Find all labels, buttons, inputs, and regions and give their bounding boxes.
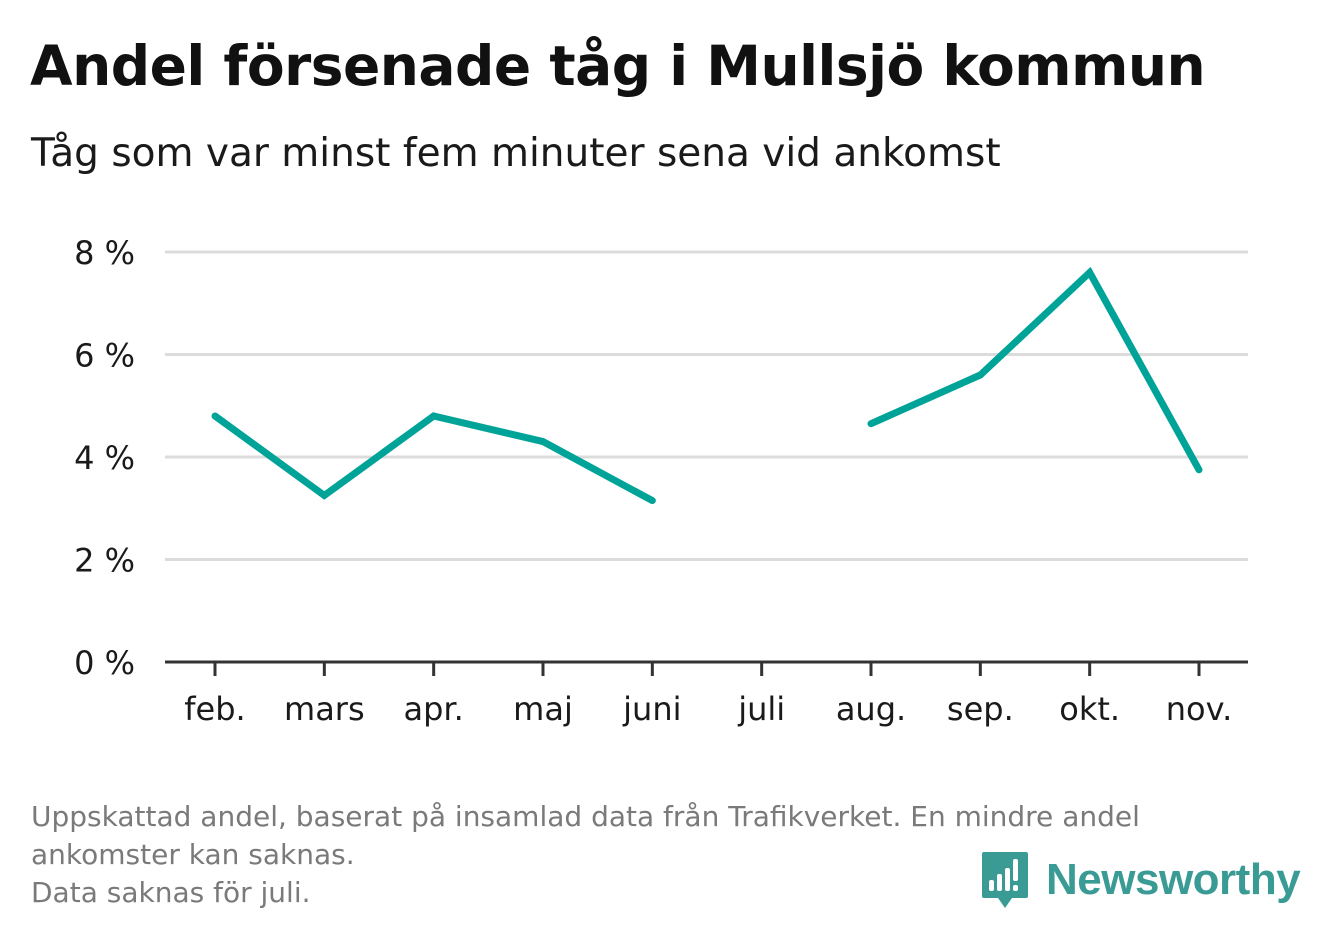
x-axis-labels: feb. mars apr. maj juni juli aug. sep. okt. nov. xyxy=(184,690,1232,728)
x-tick-label: juni xyxy=(622,690,681,728)
x-tick-label: aug. xyxy=(836,690,906,728)
footnote-line: ankomster kan saknas. xyxy=(31,838,355,871)
series-lines xyxy=(211,266,1203,505)
y-tick-label: 4 % xyxy=(74,439,135,477)
data-point xyxy=(320,491,328,499)
x-tick-label: apr. xyxy=(404,690,464,728)
data-point xyxy=(1086,269,1094,276)
line-chart: 0 % 2 % 4 % 6 % 8 % feb. mars apr. maj juni juli a… xyxy=(74,234,1248,728)
x-tick-label: sep. xyxy=(947,690,1014,728)
data-point xyxy=(976,371,984,379)
x-tick-label: mars xyxy=(284,690,365,728)
x-tick-label: feb. xyxy=(184,690,245,728)
footnote: Uppskattad andel, baserat på insamlad da… xyxy=(31,798,1281,912)
x-axis xyxy=(165,660,1248,676)
footnote-line: Data saknas för juli. xyxy=(31,876,311,909)
y-tick-label: 2 % xyxy=(74,542,135,580)
chart-subtitle: Tåg som var minst fem minuter sena vid a… xyxy=(31,131,1001,176)
data-point xyxy=(1195,466,1203,474)
y-tick-label: 0 % xyxy=(74,644,135,682)
x-tick-label: maj xyxy=(513,690,573,728)
x-tick-label: okt. xyxy=(1059,690,1120,728)
y-tick-label: 8 % xyxy=(74,234,135,272)
x-tick-label: juli xyxy=(737,690,785,728)
y-axis-labels: 0 % 2 % 4 % 6 % 8 % xyxy=(74,234,135,682)
brand-name: Newsworthy xyxy=(1046,855,1301,904)
chart-title: Andel försenade tåg i Mullsjö kommun xyxy=(30,34,1206,98)
x-tick-label: nov. xyxy=(1166,690,1232,728)
series-line-segment xyxy=(869,266,1203,472)
data-point xyxy=(648,497,656,505)
brand: Newsworthy xyxy=(980,848,1301,912)
data-point xyxy=(430,412,438,420)
y-tick-label: 6 % xyxy=(74,337,135,375)
grid-lines xyxy=(165,250,1248,561)
data-point xyxy=(539,438,547,446)
footnote-line: Uppskattad andel, baserat på insamlad da… xyxy=(31,800,1140,833)
newsworthy-logo-icon xyxy=(982,852,1028,908)
data-point xyxy=(211,412,219,420)
data-point xyxy=(867,420,875,428)
